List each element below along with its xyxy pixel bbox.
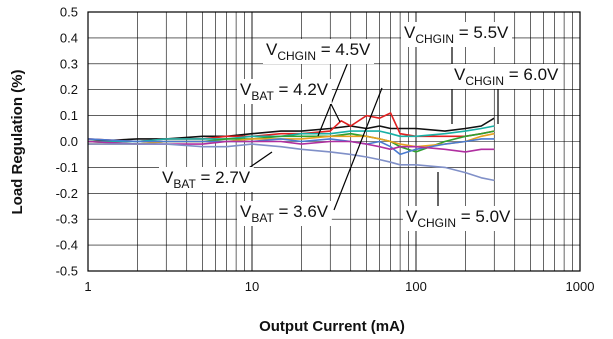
annotation-subscript: BAT [251,89,274,103]
y-tick-label: 0.2 [60,82,78,97]
annotation-value: = 2.7V [196,168,251,187]
annotation-leader [329,101,341,123]
plot-frame [87,11,581,272]
annotation-base: V [406,207,418,226]
y-axis-title: Load Regulation (%) [9,70,26,215]
annotation-background [159,167,254,192]
annotation-background [237,201,332,226]
series-line-8 [88,143,495,182]
series-line-3 [88,125,495,143]
y-tick-label: -0.2 [56,186,78,201]
annotation-label: VBAT = 2.7V [162,168,251,191]
annotation-label: VBAT = 4.2V [240,80,329,103]
annotation-base: V [454,65,466,84]
x-axis-title: Output Current (mA) [259,318,405,335]
y-tick-label: 0.3 [60,56,78,71]
annotation-value: = 4.2V [274,80,329,99]
y-tick-label: 0.0 [60,134,78,149]
series-lines [87,112,495,182]
annotation-base: V [240,80,252,99]
y-tick-label: -0.4 [56,238,78,253]
series-line-1 [87,117,495,143]
annotation-subscript: CHGIN [465,74,504,88]
annotation-label: VCHGIN = 6.0V [454,65,559,88]
x-tick-label: 1000 [566,279,595,294]
annotation-value: = 5.0V [456,207,511,226]
y-tick-label: 0.4 [60,30,78,45]
annotation-value: = 3.6V [274,202,329,221]
annotation-value: = 6.0V [504,65,559,84]
y-tick-label: -0.1 [56,160,78,175]
annotation-label: VCHGIN = 5.0V [406,207,511,230]
y-tick-label: -0.5 [56,264,78,279]
annotation-subscript: BAT [251,211,274,225]
annotation-background [401,22,513,47]
annotation-leader [333,87,383,211]
annotation-background [451,64,563,89]
annotation-subscript: CHGIN [417,216,456,230]
annotation-subscript: CHGIN [277,49,316,63]
y-tick-label: 0.5 [60,5,78,20]
annotation-base: V [240,202,252,221]
y-tick-label: -0.3 [56,212,78,227]
annotation-label: VBAT = 3.6V [240,202,329,225]
annotation-value: = 5.5V [454,23,509,42]
x-tick-label: 100 [405,279,427,294]
y-tick-labels: -0.5 -0.4 -0.3 -0.2 -0.1 0.0 0.1 0.2 0.3 0.4 0.5 [56,5,78,279]
annotation-base: V [162,168,174,187]
annotation-value: = 4.5V [316,40,371,59]
annotation-base: V [266,40,278,59]
annotation-label: VCHGIN = 5.5V [404,23,509,46]
annotation-background [403,206,515,231]
x-tick-labels: 1 10 100 1000 [84,279,594,294]
annotation-base: V [404,23,416,42]
annotation-leader [317,61,349,137]
annotation-subscript: CHGIN [415,32,454,46]
series-line-2 [87,112,495,143]
series-line-7 [87,140,495,153]
annotation-label: VCHGIN = 4.5V [266,40,371,63]
annotation-background [263,39,375,64]
annotation-subscript: BAT [173,177,196,191]
x-tick-label: 1 [84,279,91,294]
annotation-background [237,79,332,104]
x-tick-label: 10 [245,279,259,294]
y-tick-label: 0.1 [60,108,78,123]
